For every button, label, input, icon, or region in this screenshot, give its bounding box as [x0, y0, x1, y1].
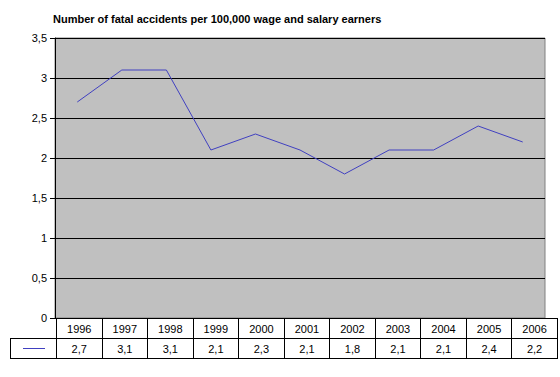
svg-text:3,5: 3,5 [32, 32, 47, 44]
svg-text:0,5: 0,5 [32, 272, 47, 284]
html-text:2,1: 2,1 [208, 342, 224, 355]
svg-text:2: 2 [41, 152, 47, 164]
html-text:2,7: 2,7 [71, 342, 87, 355]
html-text:3,1: 3,1 [117, 342, 133, 355]
html-text:1,8: 1,8 [344, 342, 361, 355]
html-text:2005: 2005 [476, 322, 502, 335]
svg-text:2,5: 2,5 [32, 112, 47, 124]
svg-text:3: 3 [41, 72, 47, 84]
html-text:2,2: 2,2 [526, 342, 543, 355]
html-text:1996: 1996 [67, 322, 92, 335]
html-text:1997: 1997 [112, 322, 137, 335]
html-text:2,4: 2,4 [481, 342, 497, 355]
html-text:2,1: 2,1 [435, 342, 452, 355]
html-text:2001: 2001 [294, 322, 320, 335]
html-text:1998: 1998 [158, 322, 183, 335]
html-text:3,1: 3,1 [162, 342, 178, 355]
svg-text:1: 1 [41, 232, 47, 244]
html-text:2003: 2003 [385, 322, 411, 335]
svg-text:0: 0 [41, 312, 47, 324]
html-text:2006: 2006 [522, 322, 547, 335]
html-text:2000: 2000 [249, 322, 274, 335]
html-text:2004: 2004 [431, 322, 456, 335]
html-text:1999: 1999 [203, 322, 229, 335]
html-text:2,3: 2,3 [253, 342, 269, 355]
svg-text:1,5: 1,5 [32, 192, 47, 204]
html-text:2002: 2002 [340, 322, 365, 335]
html-text:2,1: 2,1 [390, 342, 406, 355]
svg-text:Number of fatal accidents per: Number of fatal accidents per 100,000 wa… [53, 13, 381, 25]
html-text:2,1: 2,1 [299, 342, 315, 355]
